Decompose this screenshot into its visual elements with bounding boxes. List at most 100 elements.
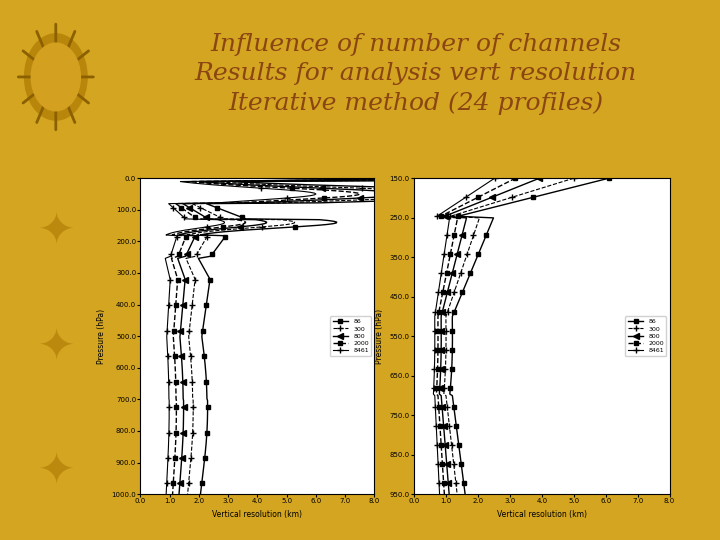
Y-axis label: Pressure (hPa): Pressure (hPa): [97, 308, 106, 364]
86: [481, 234, 490, 240]
86: [457, 464, 466, 470]
8461: [162, 491, 171, 497]
2000: [170, 461, 179, 468]
Legend: 86, 300, 800, 2000, 8461: 86, 300, 800, 2000, 8461: [625, 316, 667, 356]
8461: [442, 234, 451, 240]
300: [186, 461, 194, 468]
8461: [471, 188, 480, 194]
8461: [281, 187, 289, 193]
2000: [171, 438, 180, 444]
300: [453, 491, 462, 497]
300: [402, 187, 410, 193]
Circle shape: [31, 43, 81, 111]
8461: [163, 461, 172, 468]
300: [451, 475, 459, 482]
86: [202, 438, 211, 444]
Line: 300: 300: [183, 176, 720, 497]
300: [450, 464, 459, 470]
8461: [490, 175, 499, 181]
300: [715, 175, 720, 181]
Text: ✦: ✦: [37, 449, 74, 492]
2000: [474, 194, 482, 200]
300: [184, 491, 192, 497]
800: [445, 491, 454, 497]
300: [188, 438, 197, 444]
Line: 8461: 8461: [431, 176, 498, 497]
Text: Influence of number of channels
Results for analysis vert resolution
Iterative m: Influence of number of channels Results …: [194, 33, 637, 115]
8461: [163, 336, 171, 342]
800: [457, 234, 466, 240]
86: [529, 194, 538, 200]
2000: [440, 491, 449, 497]
300: [460, 259, 469, 266]
Line: 300: 300: [441, 176, 577, 497]
300: [570, 175, 578, 181]
800: [443, 464, 451, 470]
2000: [291, 197, 300, 203]
8461: [434, 464, 443, 470]
Line: 800: 800: [436, 176, 542, 497]
86: [554, 188, 563, 194]
2000: [439, 475, 448, 482]
2000: [438, 464, 447, 470]
86: [459, 475, 467, 482]
300: [469, 234, 477, 240]
8461: [260, 197, 269, 203]
Line: 2000: 2000: [170, 177, 537, 496]
2000: [317, 187, 325, 193]
86: [474, 187, 482, 193]
Line: 2000: 2000: [435, 177, 517, 496]
X-axis label: Vertical resolution (km): Vertical resolution (km): [212, 510, 302, 519]
300: [188, 384, 197, 391]
800: [535, 175, 544, 181]
86: [196, 491, 204, 497]
86: [199, 461, 208, 468]
800: [179, 384, 187, 391]
2000: [444, 259, 453, 266]
Legend: 86, 300, 800, 2000, 8461: 86, 300, 800, 2000, 8461: [330, 316, 372, 356]
Line: 86: 86: [197, 177, 720, 496]
8461: [452, 175, 461, 181]
800: [177, 461, 186, 468]
Circle shape: [24, 34, 87, 120]
Y-axis label: Pressure (hPa): Pressure (hPa): [375, 308, 384, 364]
300: [184, 336, 193, 342]
86: [461, 491, 469, 497]
300: [528, 188, 537, 194]
86: [202, 384, 211, 391]
800: [610, 175, 618, 181]
300: [508, 194, 516, 200]
2000: [486, 188, 495, 194]
800: [444, 475, 452, 482]
2000: [168, 491, 177, 497]
86: [425, 197, 433, 203]
800: [322, 197, 330, 203]
8461: [435, 491, 444, 497]
86: [605, 175, 613, 181]
800: [451, 259, 459, 266]
Text: ✦: ✦: [37, 326, 74, 368]
Line: 800: 800: [175, 176, 617, 497]
300: [363, 197, 372, 203]
2000: [449, 234, 458, 240]
Line: 8461: 8461: [163, 176, 459, 497]
8461: [462, 194, 470, 200]
Text: ✦: ✦: [37, 210, 74, 253]
8461: [438, 259, 447, 266]
2000: [169, 336, 178, 342]
800: [503, 188, 512, 194]
8461: [164, 384, 173, 391]
800: [175, 491, 184, 497]
Line: 86: 86: [448, 177, 611, 496]
800: [179, 438, 187, 444]
2000: [171, 384, 180, 391]
800: [487, 194, 496, 200]
86: [198, 336, 207, 342]
86: [471, 259, 480, 266]
800: [354, 187, 362, 193]
2000: [531, 175, 539, 181]
800: [176, 336, 184, 342]
8461: [434, 475, 443, 482]
2000: [511, 175, 520, 181]
X-axis label: Vertical resolution (km): Vertical resolution (km): [497, 510, 587, 519]
